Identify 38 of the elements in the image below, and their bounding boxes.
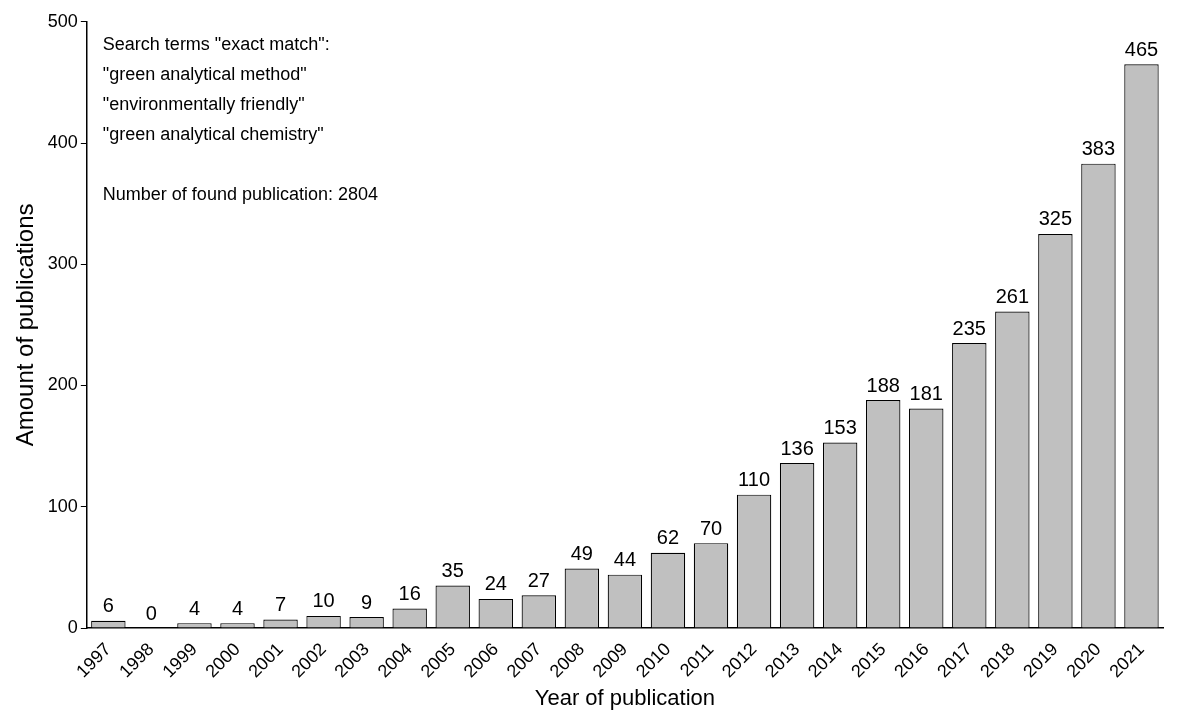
data-label: 62: [656, 526, 680, 549]
data-label: 235: [952, 316, 986, 339]
data-label: 10: [312, 589, 335, 612]
data-label: 4: [231, 596, 244, 619]
annotation: Search terms "exact match":: [102, 33, 330, 54]
annotation: Number of found publication: 2804: [102, 183, 379, 204]
data-label: 153: [823, 416, 857, 439]
annotation: "green analytical chemistry": [102, 123, 324, 144]
data-label: 70: [699, 516, 723, 539]
data-label: 7: [274, 593, 287, 616]
data-label: 27: [527, 568, 550, 591]
data-label: 325: [1038, 207, 1073, 230]
data-label: 0: [145, 601, 157, 624]
data-label: 136: [780, 436, 814, 459]
data-label: 4: [188, 596, 201, 619]
data-label: 110: [738, 468, 770, 491]
data-label: 24: [484, 572, 507, 595]
data-label: 188: [866, 373, 900, 396]
y-tick-label: 0: [67, 616, 78, 637]
data-label: 44: [613, 548, 637, 571]
data-label: 16: [398, 582, 421, 605]
annotation: "green analytical method": [102, 63, 307, 84]
data-label: 465: [1124, 37, 1159, 60]
data-label: 49: [570, 542, 593, 565]
data-label: 383: [1081, 137, 1116, 160]
annotation: "environmentally friendly": [102, 93, 305, 114]
y-tick-label: 200: [47, 374, 78, 395]
data-label: 6: [102, 594, 114, 617]
data-label: 9: [361, 590, 373, 613]
data-label: 261: [995, 285, 1030, 308]
data-label: 181: [909, 382, 943, 405]
y-axis-title: Amount of publications: [11, 203, 39, 447]
y-tick-label: 400: [47, 132, 78, 153]
y-tick-label: 300: [47, 253, 78, 274]
y-tick-label: 100: [47, 495, 78, 516]
x-axis-title: Year of publication: [534, 684, 716, 710]
data-label: 35: [441, 559, 464, 582]
y-tick-label: 500: [47, 10, 78, 31]
